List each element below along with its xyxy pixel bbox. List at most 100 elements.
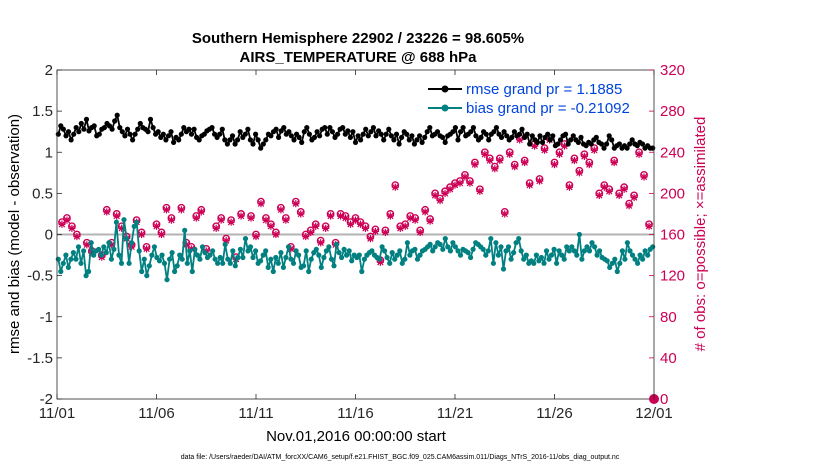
- rmse-point: [176, 137, 182, 143]
- obs-assimilated-marker: [411, 216, 419, 224]
- bias-point: [227, 260, 233, 266]
- rmse-point: [286, 129, 292, 135]
- rmse-point: [393, 131, 400, 137]
- obs-assimilated-marker: [585, 160, 593, 169]
- rmse-point: [442, 139, 448, 145]
- rmse-point: [222, 137, 228, 143]
- bias-point: [465, 250, 471, 256]
- bias-point: [313, 246, 319, 252]
- y-axis-label-right: # of obs: o=possible; ×=assimilated: [692, 117, 709, 352]
- rmse-point: [452, 125, 458, 131]
- bias-point: [220, 260, 226, 266]
- bias-point: [263, 248, 269, 254]
- rmse-point: [483, 131, 489, 137]
- bias-point: [316, 252, 322, 258]
- rmse-point: [478, 134, 484, 140]
- bias-point: [60, 260, 66, 266]
- obs-assimilated-marker: [555, 150, 564, 158]
- bias-point: [627, 248, 633, 254]
- rmse-point: [165, 133, 172, 139]
- rmse-point: [363, 126, 369, 132]
- bias-point: [359, 268, 365, 275]
- obs-assimilated-marker: [426, 217, 434, 225]
- bias-point: [483, 252, 489, 258]
- bias-point: [278, 250, 284, 256]
- bias-point: [151, 244, 157, 250]
- bias-point: [592, 244, 598, 250]
- bias-point: [581, 248, 588, 254]
- obs-assimilated-marker: [192, 214, 200, 222]
- rmse-point: [124, 126, 131, 132]
- obs-assimilated-marker: [540, 146, 549, 154]
- rmse-point: [491, 129, 497, 135]
- rmse-point: [224, 141, 230, 147]
- bias-point: [108, 256, 114, 262]
- rmse-point: [493, 125, 499, 131]
- obs-assimilated-marker: [312, 222, 320, 230]
- rmse-point: [301, 129, 307, 135]
- bias-series: [55, 217, 656, 283]
- bias-point: [149, 252, 155, 258]
- bias-point: [323, 248, 329, 254]
- rmse-point: [501, 129, 507, 135]
- bias-point: [622, 256, 628, 262]
- bias-point: [574, 252, 580, 258]
- y-tick-label-left: 0: [45, 227, 53, 244]
- bias-point: [412, 246, 418, 252]
- bias-point: [645, 252, 651, 258]
- bias-point: [584, 244, 590, 250]
- bias-point: [88, 240, 94, 246]
- rmse-point: [404, 131, 410, 137]
- bias-point: [437, 241, 443, 247]
- rmse-point: [160, 131, 166, 137]
- rmse-point: [127, 131, 133, 137]
- bias-point: [455, 248, 461, 254]
- rmse-point: [360, 131, 366, 137]
- obs-assimilated-marker: [645, 222, 653, 230]
- rmse-point: [311, 134, 318, 140]
- rmse-point: [181, 125, 187, 131]
- bias-point: [86, 268, 92, 275]
- rmse-point: [411, 141, 417, 147]
- bias-point: [629, 252, 636, 258]
- bias-point: [235, 254, 241, 261]
- rmse-point: [388, 133, 394, 139]
- bias-point: [521, 256, 527, 262]
- rmse-point: [191, 126, 197, 132]
- bias-point: [68, 256, 74, 262]
- bias-point: [402, 256, 408, 262]
- rmse-point: [324, 131, 330, 137]
- bias-point: [612, 256, 618, 262]
- rmse-point: [168, 129, 174, 135]
- y-tick-label-left: 1.5: [32, 103, 53, 120]
- bias-point: [561, 256, 567, 262]
- obs-assimilated-marker: [491, 165, 499, 173]
- bias-point: [490, 260, 496, 266]
- rmse-point: [345, 128, 351, 134]
- obs-assimilated-marker: [292, 200, 300, 208]
- bias-point: [288, 256, 294, 262]
- obs-assimilated-marker: [416, 228, 424, 237]
- bias-point: [280, 264, 286, 270]
- rmse-point: [609, 137, 615, 143]
- bias-point: [556, 248, 562, 254]
- bias-point: [177, 252, 183, 258]
- rmse-point: [209, 125, 215, 131]
- rmse-point: [314, 129, 320, 135]
- bias-point: [387, 260, 393, 266]
- bias-point: [265, 264, 271, 270]
- rmse-point: [112, 118, 118, 124]
- rmse-point: [593, 134, 599, 140]
- rmse-point: [268, 133, 274, 139]
- obs-assimilated-marker: [322, 224, 330, 232]
- rmse-point: [250, 141, 256, 147]
- rmse-point: [317, 133, 323, 139]
- bias-point: [382, 248, 388, 254]
- rmse-point: [563, 131, 569, 137]
- bias-point: [417, 252, 423, 258]
- bias-point: [331, 263, 337, 269]
- rmse-point: [409, 133, 415, 139]
- rmse-point: [196, 137, 202, 143]
- obs-assimilated-marker: [307, 228, 315, 237]
